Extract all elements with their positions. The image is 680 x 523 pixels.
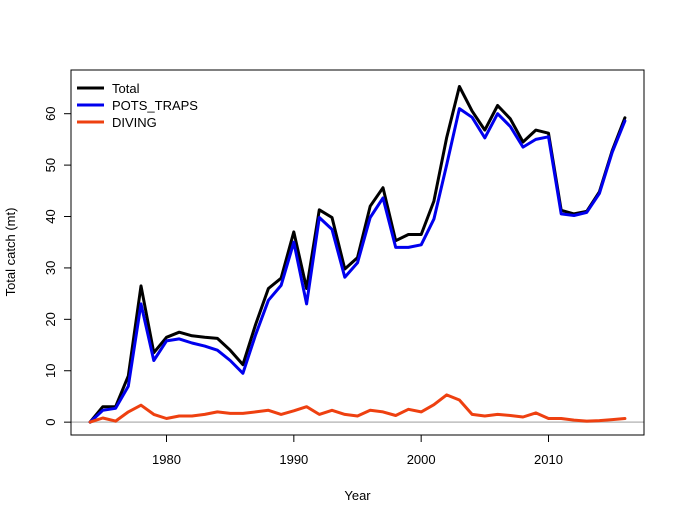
x-axis: 1980 1990 2000 2010 bbox=[152, 434, 563, 467]
series-layer bbox=[88, 85, 627, 424]
legend-label-total: Total bbox=[112, 81, 140, 96]
x-tick-label: 1990 bbox=[279, 452, 308, 467]
legend-label-pots-traps: POTS_TRAPS bbox=[112, 98, 198, 113]
y-tick-label: 30 bbox=[43, 261, 58, 275]
y-tick-label: 40 bbox=[43, 209, 58, 223]
legend: Total POTS_TRAPS DIVING bbox=[77, 81, 198, 130]
series-line-pots-traps bbox=[88, 107, 627, 424]
legend-label-diving: DIVING bbox=[112, 115, 157, 130]
x-tick-label: 2010 bbox=[534, 452, 563, 467]
x-tick-label: 1980 bbox=[152, 452, 181, 467]
series-line-diving bbox=[88, 393, 627, 424]
y-tick-label: 60 bbox=[43, 106, 58, 120]
y-tick-label: 0 bbox=[43, 419, 58, 426]
y-tick-label: 20 bbox=[43, 312, 58, 326]
y-tick-label: 50 bbox=[43, 158, 58, 172]
x-tick-label: 2000 bbox=[407, 452, 436, 467]
y-tick-label: 10 bbox=[43, 364, 58, 378]
x-axis-title: Year bbox=[344, 488, 371, 503]
y-axis-title: Total catch (mt) bbox=[3, 208, 18, 297]
y-axis: 0 10 20 30 40 50 60 bbox=[43, 106, 72, 426]
